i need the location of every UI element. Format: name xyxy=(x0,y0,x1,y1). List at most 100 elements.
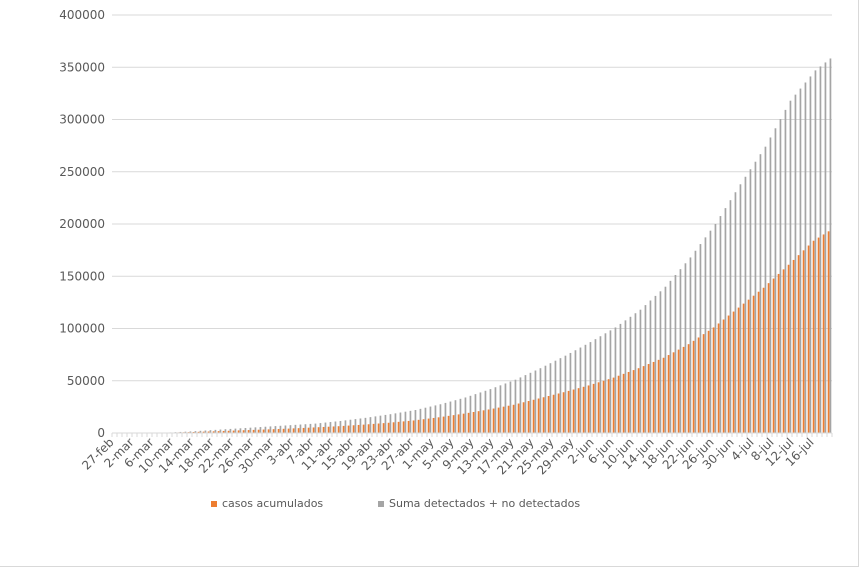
bar-casos-acumulados xyxy=(612,377,615,433)
bar-casos-acumulados xyxy=(757,291,760,433)
bar-casos-acumulados xyxy=(327,426,330,433)
bar-casos-acumulados xyxy=(462,413,465,433)
bar-casos-acumulados xyxy=(207,431,210,433)
bar-casos-acumulados xyxy=(527,401,530,433)
bar-suma-detectados xyxy=(654,295,657,433)
bar-suma-detectados xyxy=(334,421,337,433)
bar-casos-acumulados xyxy=(697,337,700,433)
bar-suma-detectados xyxy=(204,430,207,433)
bar-casos-acumulados xyxy=(712,327,715,433)
bar-suma-detectados xyxy=(224,429,227,433)
bar-casos-acumulados xyxy=(642,366,645,433)
bar-suma-detectados xyxy=(429,406,432,433)
bar-suma-detectados xyxy=(294,424,297,433)
bar-suma-detectados xyxy=(719,216,722,433)
bar-suma-detectados xyxy=(769,137,772,433)
bar-casos-acumulados xyxy=(307,427,310,433)
bar-suma-detectados xyxy=(404,411,407,433)
bar-casos-acumulados xyxy=(607,379,610,433)
bar-casos-acumulados xyxy=(432,417,435,433)
bar-suma-detectados xyxy=(799,88,802,434)
bar-suma-detectados xyxy=(789,100,792,433)
bar-casos-acumulados xyxy=(227,430,230,433)
bar-suma-detectados xyxy=(374,416,377,433)
bar-suma-detectados xyxy=(479,392,482,433)
bar-casos-acumulados xyxy=(402,421,405,433)
bar-casos-acumulados xyxy=(537,398,540,433)
bar-casos-acumulados xyxy=(342,425,345,433)
bar-casos-acumulados xyxy=(812,240,815,433)
bar-suma-detectados xyxy=(474,394,477,433)
bar-casos-acumulados xyxy=(572,389,575,433)
bar-casos-acumulados xyxy=(632,370,635,433)
bar-suma-detectados xyxy=(414,410,417,433)
bar-casos-acumulados xyxy=(292,428,295,433)
bar-suma-detectados xyxy=(384,414,387,433)
y-tick-label: 300000 xyxy=(59,113,105,127)
bar-casos-acumulados xyxy=(822,234,825,433)
bar-casos-acumulados xyxy=(702,334,705,433)
bar-casos-acumulados xyxy=(192,431,195,433)
bar-suma-detectados xyxy=(784,109,787,434)
bar-suma-detectados xyxy=(419,408,422,433)
bar-suma-detectados xyxy=(274,426,277,433)
bar-suma-detectados xyxy=(409,410,412,433)
bar-suma-detectados xyxy=(444,402,447,433)
bar-suma-detectados xyxy=(504,383,507,433)
bar-suma-detectados xyxy=(714,224,717,433)
bar-casos-acumulados xyxy=(202,431,205,433)
y-tick-label: 0 xyxy=(97,426,105,440)
bar-suma-detectados xyxy=(599,336,602,433)
bar-casos-acumulados xyxy=(787,264,790,433)
bar-suma-detectados xyxy=(439,404,442,433)
bar-casos-acumulados xyxy=(717,323,720,433)
bar-suma-detectados xyxy=(469,395,472,433)
bar-suma-detectados xyxy=(809,76,812,434)
bar-suma-detectados xyxy=(734,192,737,433)
bar-casos-acumulados xyxy=(282,428,285,433)
bar-suma-detectados xyxy=(804,82,807,433)
bar-casos-acumulados xyxy=(262,429,265,433)
bar-suma-detectados xyxy=(309,423,312,433)
bar-casos-acumulados xyxy=(627,371,630,433)
bar-casos-acumulados xyxy=(582,386,585,433)
legend-item-series-2: Suma detectados + no detectados xyxy=(378,497,580,510)
bar-casos-acumulados xyxy=(412,420,415,433)
bar-suma-detectados xyxy=(229,428,232,433)
bar-casos-acumulados xyxy=(367,424,370,433)
bar-casos-acumulados xyxy=(762,287,765,433)
bar-suma-detectados xyxy=(259,427,262,433)
bar-suma-detectados xyxy=(584,344,587,433)
bar-casos-acumulados xyxy=(392,422,395,433)
bar-casos-acumulados xyxy=(542,397,545,433)
bar-casos-acumulados xyxy=(237,430,240,433)
bar-suma-detectados xyxy=(319,423,322,433)
bar-casos-acumulados xyxy=(687,344,690,433)
bar-casos-acumulados xyxy=(272,429,275,433)
bar-casos-acumulados xyxy=(317,427,320,433)
bar-casos-acumulados xyxy=(372,423,375,433)
bar-suma-detectados xyxy=(449,401,452,433)
bar-casos-acumulados xyxy=(387,422,390,433)
bar-casos-acumulados xyxy=(437,417,440,433)
bar-suma-detectados xyxy=(609,330,612,433)
bar-casos-acumulados xyxy=(252,429,255,433)
bar-suma-detectados xyxy=(674,274,677,433)
bar-suma-detectados xyxy=(624,320,627,433)
bar-casos-acumulados xyxy=(797,255,800,433)
bar-casos-acumulados xyxy=(362,424,365,433)
y-tick-label: 400000 xyxy=(59,8,105,22)
bar-suma-detectados xyxy=(209,430,212,433)
bar-casos-acumulados xyxy=(692,340,695,433)
bar-casos-acumulados xyxy=(337,426,340,433)
bar-suma-detectados xyxy=(574,350,577,433)
bar-suma-detectados xyxy=(289,425,292,433)
bar-casos-acumulados xyxy=(677,349,680,433)
bar-casos-acumulados xyxy=(222,430,225,433)
bar-suma-detectados xyxy=(664,286,667,433)
bar-suma-detectados xyxy=(264,426,267,433)
bar-casos-acumulados xyxy=(472,411,475,433)
bar-suma-detectados xyxy=(639,309,642,433)
bar-casos-acumulados xyxy=(772,278,775,433)
